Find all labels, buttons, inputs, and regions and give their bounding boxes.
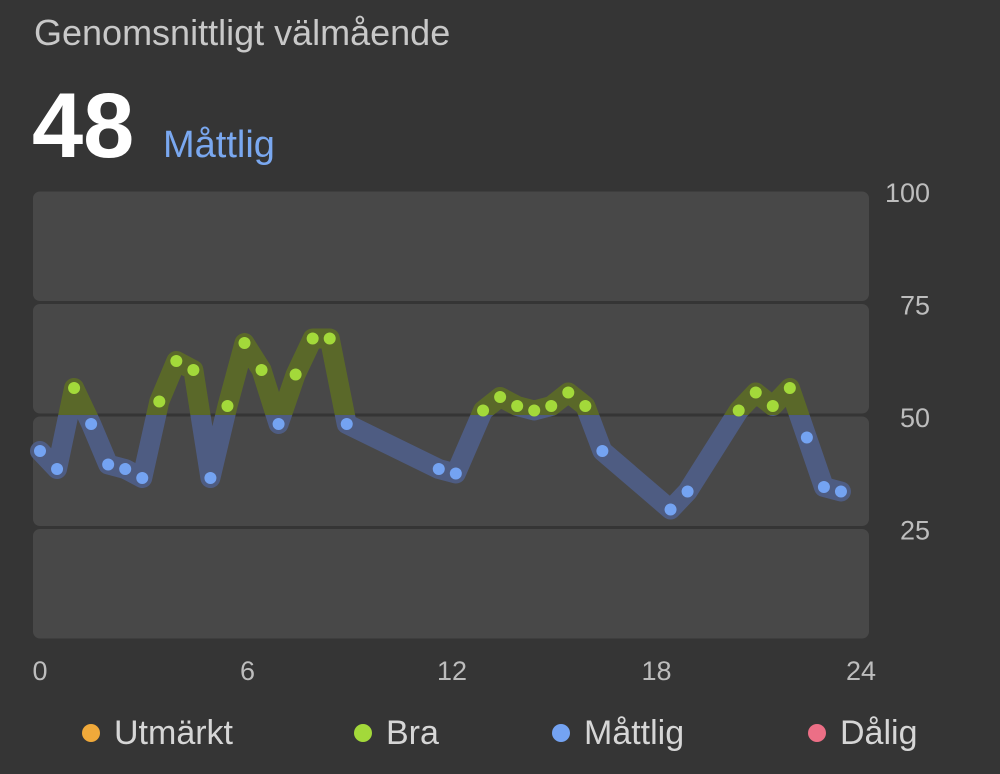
data-point <box>68 382 81 394</box>
average-score-value: 48 <box>32 75 135 177</box>
legend-item-utmarkt: Utmärkt <box>82 708 233 758</box>
legend-label: Dålig <box>840 713 918 752</box>
data-point <box>255 364 268 376</box>
chart-series-lines <box>30 328 851 520</box>
data-point <box>800 431 813 444</box>
data-point <box>681 485 694 498</box>
green-dot-icon <box>354 724 372 742</box>
data-point <box>102 458 115 471</box>
data-point <box>732 404 745 417</box>
page-title: Genomsnittligt välmående <box>34 12 451 53</box>
x-tick-label: 0 <box>32 656 47 686</box>
data-point <box>221 400 234 412</box>
legend-item-bra: Bra <box>354 708 439 758</box>
chart-band <box>33 529 869 639</box>
data-point <box>579 400 592 412</box>
data-point <box>511 400 524 412</box>
data-point <box>289 368 302 381</box>
wellbeing-line-chart: 25 50 75 100 0 6 12 18 24 <box>30 178 930 686</box>
data-point <box>449 467 462 480</box>
data-point <box>494 391 507 403</box>
x-axis-ticks: 0 6 12 18 24 <box>32 656 876 686</box>
data-point <box>119 463 132 475</box>
data-point <box>272 418 285 430</box>
chart-points <box>34 332 847 516</box>
data-point <box>545 400 558 412</box>
data-point <box>562 386 575 399</box>
y-tick-label: 100 <box>885 178 930 208</box>
data-point <box>34 445 46 457</box>
legend-label: Utmärkt <box>114 713 233 752</box>
data-point <box>136 472 149 484</box>
data-point <box>477 404 490 417</box>
data-point <box>528 404 541 417</box>
data-point <box>306 332 319 345</box>
orange-dot-icon <box>82 724 100 742</box>
legend-item-dalig: Dålig <box>808 708 917 758</box>
blue-dot-icon <box>552 724 570 742</box>
chart-band <box>33 191 869 301</box>
data-point <box>323 332 336 345</box>
legend-item-mattlig: Måttlig <box>552 708 684 758</box>
x-tick-label: 12 <box>437 656 467 686</box>
data-point <box>596 445 609 457</box>
data-point <box>340 418 353 430</box>
y-axis-ticks: 25 50 75 100 <box>885 178 930 546</box>
data-point <box>432 463 445 475</box>
data-point <box>153 395 166 408</box>
legend-label: Bra <box>386 713 439 752</box>
data-point <box>783 382 796 394</box>
data-point <box>170 355 183 367</box>
y-tick-label: 25 <box>900 516 930 546</box>
legend-label: Måttlig <box>584 713 685 752</box>
data-point <box>85 418 98 430</box>
series-line-mattlig <box>30 415 851 520</box>
data-point <box>834 485 847 498</box>
data-point <box>204 472 217 484</box>
average-score-category: Måttlig <box>163 124 275 166</box>
x-tick-label: 6 <box>240 656 255 686</box>
x-tick-label: 24 <box>846 656 876 686</box>
data-point <box>749 386 762 399</box>
x-tick-label: 18 <box>641 656 671 686</box>
data-point <box>238 337 251 349</box>
data-point <box>766 400 779 412</box>
data-point <box>187 364 200 376</box>
red-dot-icon <box>808 724 826 742</box>
chart-legend: Utmärkt Bra Måttlig Dålig <box>0 708 1000 758</box>
data-point <box>817 481 830 493</box>
data-point <box>664 503 677 516</box>
y-tick-label: 50 <box>900 403 930 433</box>
data-point <box>51 463 64 475</box>
y-tick-label: 75 <box>900 291 930 321</box>
